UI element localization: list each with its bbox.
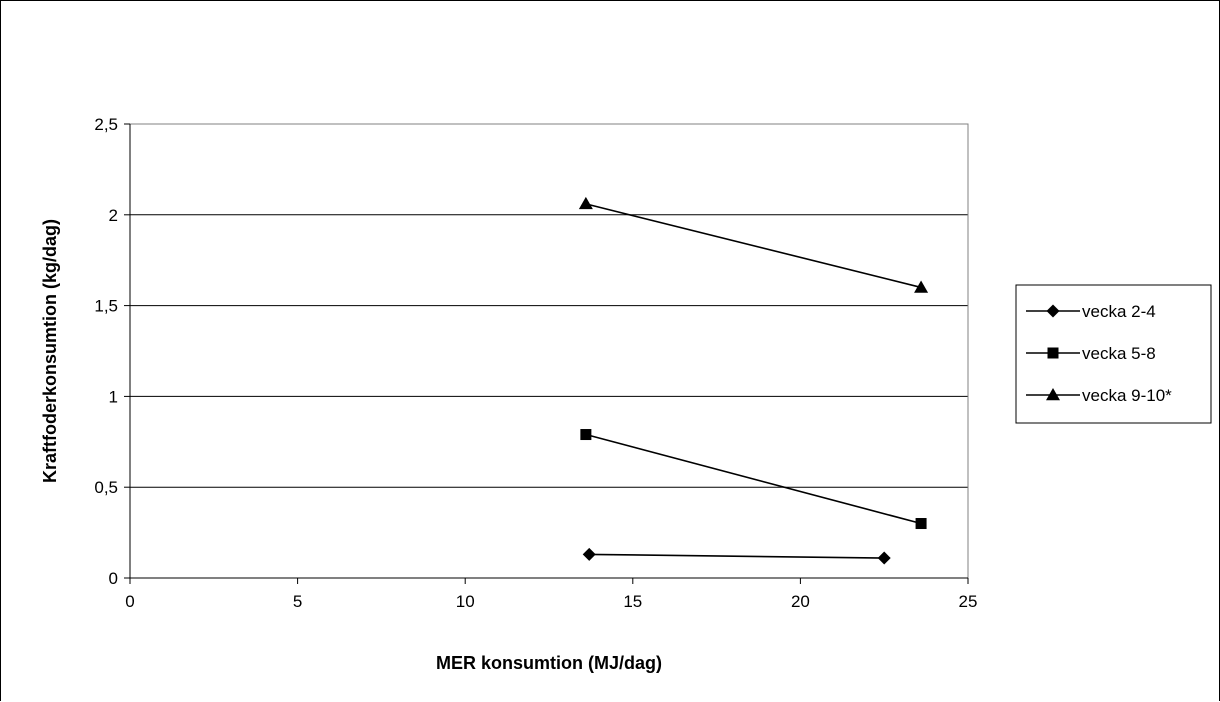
data-point <box>578 196 593 210</box>
axes <box>124 123 969 584</box>
x-tick-label: 20 <box>791 592 810 611</box>
data-point <box>914 280 929 293</box>
legend-label: vecka 2-4 <box>1082 302 1156 321</box>
y-tick-label: 1,5 <box>94 297 118 316</box>
series-line <box>589 553 885 559</box>
series-group <box>578 196 929 565</box>
legend-label: vecka 9-10* <box>1082 386 1172 405</box>
x-tick-label: 25 <box>959 592 978 611</box>
gridlines <box>130 123 968 488</box>
series-3 <box>578 196 929 293</box>
legend-entry: vecka 2-4 <box>1026 302 1156 321</box>
data-point <box>580 429 592 441</box>
series-2 <box>580 429 927 530</box>
data-point <box>915 518 927 530</box>
x-axis-label: MER konsumtion (MJ/dag) <box>436 653 662 673</box>
tick-labels: 0 0,5 1 1,5 2 2,5 0 5 10 15 20 25 <box>94 115 977 611</box>
legend-marker <box>1046 304 1060 318</box>
y-tick-label: 2 <box>109 206 118 225</box>
plot-area <box>129 123 969 579</box>
x-tick-label: 15 <box>623 592 642 611</box>
legend-label: vecka 5-8 <box>1082 344 1156 363</box>
y-tick-label: 0 <box>109 569 118 588</box>
series-line <box>585 433 922 525</box>
data-point <box>877 551 891 565</box>
legend-marker <box>1047 347 1059 359</box>
y-tick-label: 1 <box>109 387 118 406</box>
legend-entry: vecka 9-10* <box>1026 386 1172 405</box>
x-tick-label: 5 <box>293 592 302 611</box>
x-tick-label: 10 <box>456 592 475 611</box>
data-point <box>582 547 596 561</box>
y-axis-label: Kraftfoderkonsumtion (kg/dag) <box>40 219 60 483</box>
x-tick-label: 0 <box>125 592 134 611</box>
legend-marker <box>1046 388 1060 401</box>
y-tick-label: 2,5 <box>94 115 118 134</box>
series-1 <box>582 547 891 565</box>
legend: vecka 2-4 vecka 5-8 vecka 9-10* <box>1015 284 1212 424</box>
y-tick-label: 0,5 <box>94 478 118 497</box>
series-line <box>585 203 922 289</box>
legend-entry: vecka 5-8 <box>1026 344 1156 363</box>
